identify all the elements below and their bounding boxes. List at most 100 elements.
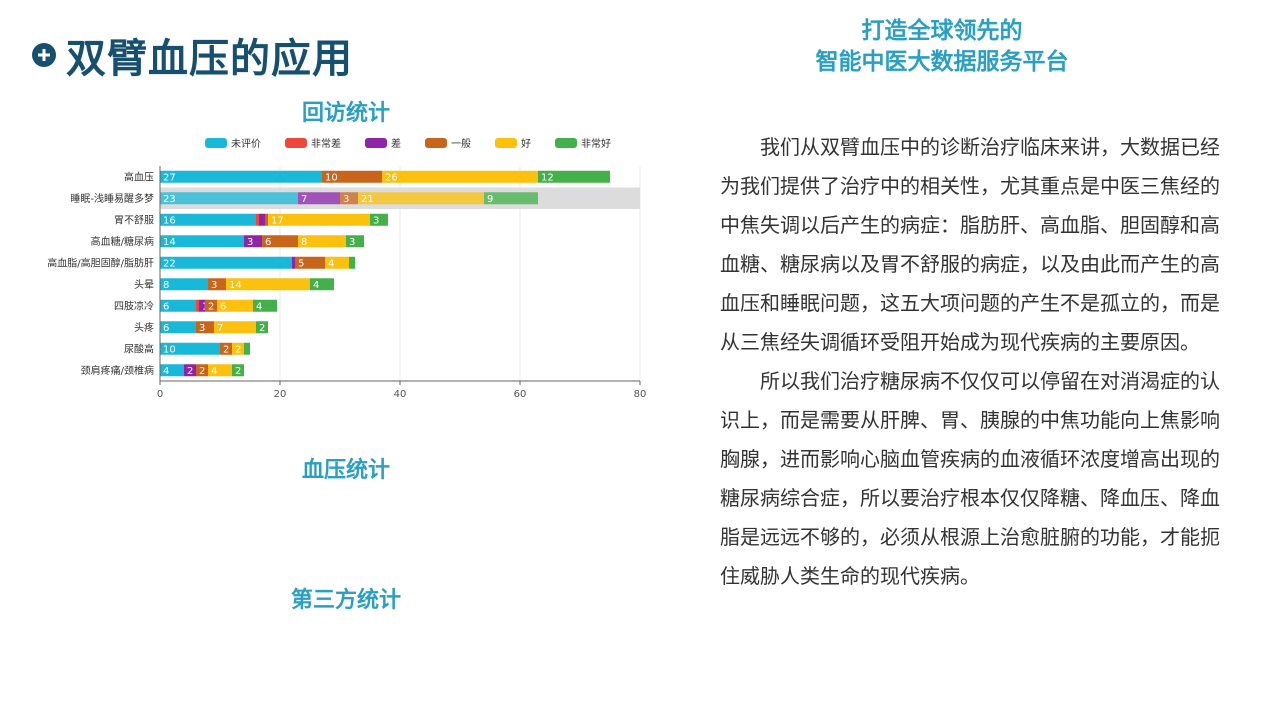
category-label-5: 头晕 [134, 279, 154, 291]
bar-6-2 [199, 299, 205, 312]
bar-6-0 [160, 299, 196, 312]
bar-0-4 [382, 170, 538, 183]
bar-0-3 [322, 170, 382, 183]
section-title-bp: 血压统计 [302, 458, 391, 483]
data-label-4-3: 5 [298, 258, 304, 269]
x-tick-label-4: 80 [634, 389, 647, 400]
bar-7-5 [256, 321, 268, 334]
bar-9-3 [196, 364, 208, 377]
section-title-visit: 回访统计 [302, 101, 391, 126]
data-label-2-0: 16 [163, 215, 176, 226]
slogan-line-1: 打造全球领先的 [861, 18, 1023, 44]
category-label-1: 睡眠-浅睡易醒多梦 [70, 192, 154, 205]
bar-9-4 [208, 364, 232, 377]
legend-swatch-1 [285, 138, 307, 148]
data-label-5-5: 4 [313, 280, 319, 291]
category-label-0: 高血压 [124, 170, 154, 183]
plus-circle-icon [32, 43, 56, 67]
data-label-9-5: 2 [235, 366, 241, 377]
paragraph-2: 所以我们治疗糖尿病不仅仅可以停留在对消渴症的认识上，而是需要从肝脾、胃、胰腺的中… [720, 369, 1220, 588]
data-label-3-3: 6 [265, 237, 271, 248]
bar-8-4 [232, 342, 244, 355]
data-label-0-5: 12 [541, 172, 554, 183]
data-label-3-5: 3 [349, 237, 355, 248]
bar-8-5 [244, 342, 250, 355]
category-label-2: 胃不舒服 [114, 213, 154, 226]
bar-9-5 [232, 364, 244, 377]
data-label-2-5: 3 [373, 215, 379, 226]
data-label-6-3: 2 [208, 301, 214, 312]
section-title-third: 第三方统计 [291, 588, 402, 613]
data-label-9-3: 2 [199, 366, 205, 377]
data-label-6-0: 6 [163, 301, 169, 312]
bar-7-0 [160, 321, 196, 334]
data-label-3-2: 3 [247, 237, 253, 248]
bar-6-3 [205, 299, 217, 312]
data-label-4-4: 4 [328, 258, 334, 269]
category-label-7: 头疼 [134, 321, 154, 334]
bar-2-2 [259, 213, 265, 226]
bar-4-4 [325, 256, 349, 269]
data-label-1-2: 7 [301, 194, 307, 205]
bar-3-5 [346, 235, 364, 248]
bar-9-0 [160, 364, 184, 377]
stacked-bar-chart: 未评价 非常差差一般好非常好高血压 27 10 26 12睡眠-浅睡易醒多梦 23 7 3 21 9… [47, 137, 647, 400]
data-label-5-3: 3 [211, 280, 217, 291]
category-label-8: 尿酸高 [124, 342, 154, 355]
category-label-6: 四肢凉冷 [114, 299, 154, 312]
legend-swatch-0 [205, 138, 227, 148]
bar-6-1 [196, 299, 199, 312]
bar-8-3 [220, 342, 232, 355]
legend-swatch-4 [495, 138, 517, 148]
data-label-9-4: 4 [211, 366, 217, 377]
bar-4-2 [292, 256, 295, 269]
bar-4-5 [349, 256, 355, 269]
bar-5-5 [310, 278, 334, 291]
bar-1-4 [358, 192, 484, 205]
x-tick-label-3: 60 [514, 389, 527, 400]
bar-2-3 [265, 213, 268, 226]
data-label-7-0: 6 [163, 323, 169, 334]
legend-label-0: 未评价 [231, 138, 261, 150]
data-label-3-0: 14 [163, 237, 176, 248]
bar-9-2 [184, 364, 196, 377]
data-label-7-5: 2 [259, 323, 265, 334]
data-label-1-0: 23 [163, 194, 176, 205]
data-label-5-4: 14 [229, 280, 242, 291]
bar-4-0 [160, 256, 292, 269]
data-label-6-5: 4 [256, 301, 262, 312]
bar-2-4 [268, 213, 370, 226]
slogan-line-2: 智能中医大数据服务平台 [815, 49, 1069, 75]
category-label-9: 颈肩疼痛/颈椎病 [81, 364, 154, 377]
bar-6-5 [253, 299, 277, 312]
body-text: 我们从双臂血压中的诊断治疗临床来讲，大数据已经为我们提供了治疗中的相关性，尤其重… [720, 128, 1220, 596]
data-label-7-4: 7 [217, 323, 223, 334]
data-label-1-4: 21 [361, 194, 374, 205]
data-label-6-4: 6 [220, 301, 226, 312]
bar-3-3 [262, 235, 298, 248]
bar-5-0 [160, 278, 208, 291]
title-block: 双臂血压的应用 [32, 26, 353, 84]
data-label-3-4: 8 [301, 237, 307, 248]
data-label-9-2: 2 [187, 366, 193, 377]
data-label-8-0: 10 [163, 344, 176, 355]
bar-1-0 [160, 192, 298, 205]
bar-2-0 [160, 213, 256, 226]
category-label-3: 高血糖/糖尿病 [91, 235, 154, 248]
bar-2-1 [256, 213, 259, 226]
legend-swatch-3 [425, 138, 447, 148]
bar-3-4 [298, 235, 346, 248]
data-label-8-4: 2 [235, 344, 241, 355]
x-tick-label-0: 0 [157, 389, 163, 400]
legend-label-4: 好 [521, 138, 531, 150]
legend-label-1: 非常差 [311, 137, 341, 150]
bar-6-4 [217, 299, 253, 312]
bar-5-4 [226, 278, 310, 291]
data-label-2-4: 17 [271, 215, 284, 226]
legend-swatch-5 [555, 138, 577, 148]
category-label-4: 高血脂/高胆固醇/脂肪肝 [47, 256, 154, 269]
legend-label-5: 非常好 [581, 137, 611, 150]
bar-7-4 [214, 321, 256, 334]
legend-label-3: 一般 [451, 137, 471, 150]
x-tick-label-1: 20 [274, 389, 287, 400]
